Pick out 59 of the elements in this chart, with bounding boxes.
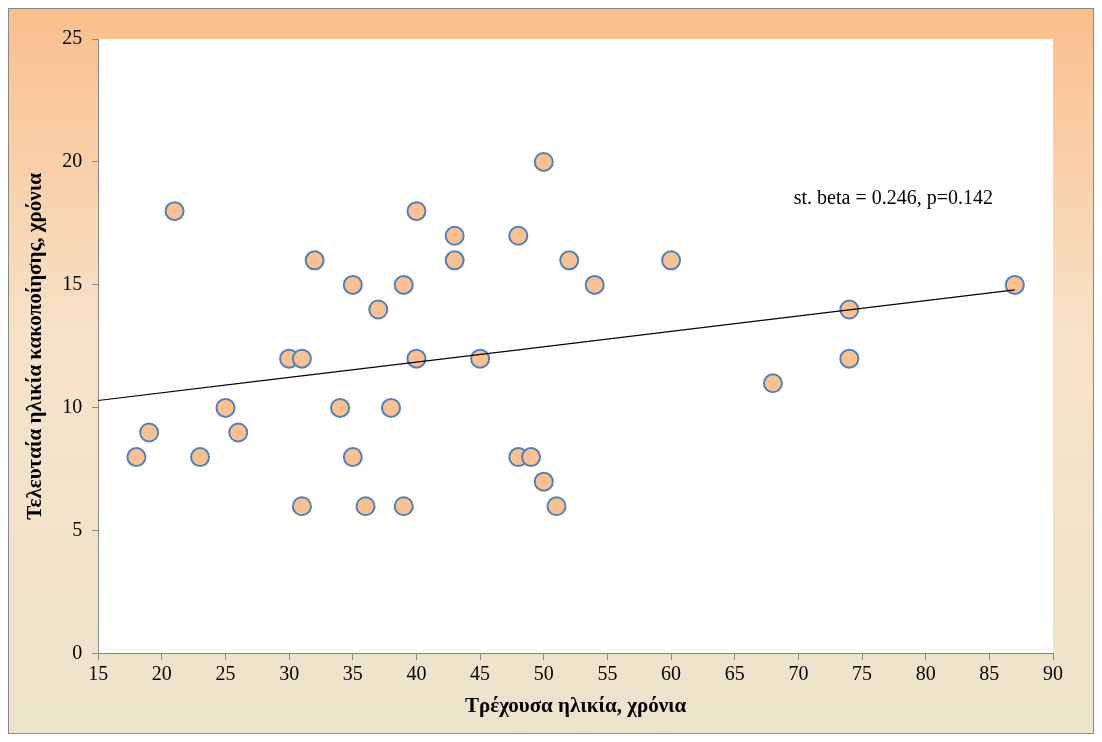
x-tick-label: 75 (852, 662, 873, 685)
x-tick-label: 90 (1043, 662, 1063, 685)
point (762, 373, 783, 394)
point (584, 274, 605, 295)
x-tick-label: 65 (724, 662, 745, 685)
point (355, 496, 376, 517)
point (342, 274, 363, 295)
point (291, 348, 312, 369)
point (470, 348, 491, 369)
point (1004, 274, 1025, 295)
point (381, 397, 402, 418)
x-tick-label: 85 (979, 662, 1000, 685)
point (533, 471, 554, 492)
point (533, 151, 554, 172)
point (139, 422, 160, 443)
x-tick-label: 80 (915, 662, 936, 685)
point (304, 250, 325, 271)
point (839, 348, 860, 369)
point (330, 397, 351, 418)
point (406, 201, 427, 222)
x-axis-title: Τρέχουσα ηλικία, χρόνια (464, 692, 687, 717)
point (839, 299, 860, 320)
point (393, 274, 414, 295)
point (444, 250, 465, 271)
y-tick-label: 25 (62, 26, 83, 49)
point (368, 299, 389, 320)
point (126, 447, 147, 468)
y-tick-label: 20 (62, 149, 83, 172)
point (559, 250, 580, 271)
x-tick-label: 60 (661, 662, 682, 685)
point (393, 496, 414, 517)
point (291, 496, 312, 517)
y-tick-label: 5 (72, 518, 83, 541)
x-tick-label: 25 (215, 662, 236, 685)
y-tick-label: 10 (62, 395, 83, 418)
point (406, 348, 427, 369)
x-tick-label: 20 (151, 662, 172, 685)
point (661, 250, 682, 271)
x-tick-label: 40 (406, 662, 427, 685)
x-tick-label: 15 (88, 662, 109, 685)
x-tick-label: 35 (342, 662, 363, 685)
x-tick-label: 70 (788, 662, 809, 685)
y-tick-label: 0 (72, 641, 83, 664)
x-tick-label: 30 (279, 662, 300, 685)
point (444, 225, 465, 246)
point (342, 447, 363, 468)
y-axis-title: Τελευταία ηλικία κακοποίησης, χρόνια (22, 172, 47, 520)
point (521, 447, 542, 468)
point (228, 422, 249, 443)
annotation: st. beta = 0.246, p=0.142 (793, 186, 993, 209)
y-tick-label: 15 (62, 272, 83, 295)
x-tick-label: 50 (533, 662, 554, 685)
point (215, 397, 236, 418)
point (546, 496, 567, 517)
x-tick-label: 45 (470, 662, 491, 685)
x-tick-label: 55 (597, 662, 618, 685)
point (508, 225, 529, 246)
point (164, 201, 185, 222)
point (190, 447, 211, 468)
